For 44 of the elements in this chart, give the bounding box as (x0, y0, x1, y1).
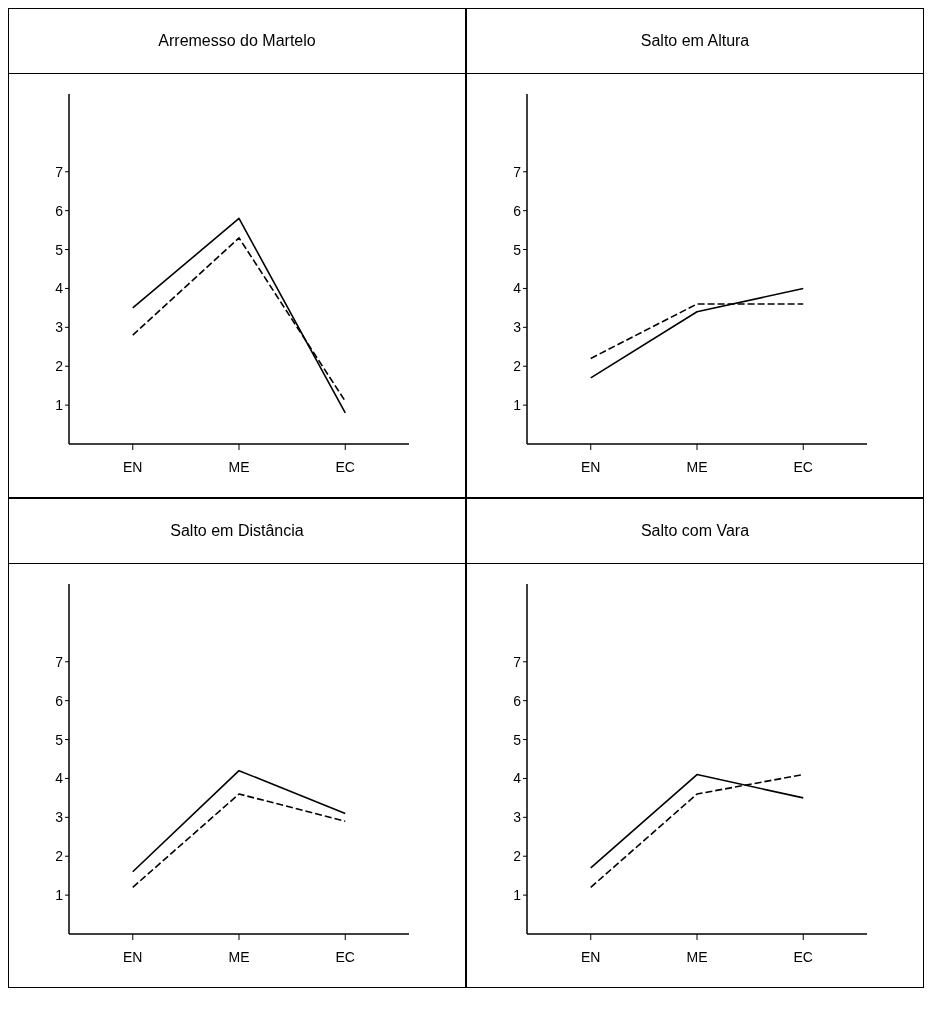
chart-title: Salto com Vara (467, 499, 923, 564)
y-tick-label: 6 (513, 202, 522, 219)
x-tick-label: ME (228, 948, 250, 965)
x-tick-label: ME (686, 458, 708, 475)
y-tick-label: 6 (513, 692, 522, 709)
y-tick-label: 3 (55, 809, 64, 826)
x-tick-label: EN (123, 458, 143, 475)
y-tick-label: 5 (513, 731, 522, 748)
y-tick-label: 7 (513, 163, 522, 180)
y-tick-label: 7 (55, 163, 64, 180)
y-tick-label: 1 (55, 887, 64, 904)
y-tick-label: 2 (513, 848, 522, 865)
chart-title: Salto em Altura (467, 9, 923, 74)
x-tick-label: EN (123, 948, 143, 965)
y-tick-label: 2 (55, 358, 64, 375)
y-tick-label: 5 (55, 241, 64, 258)
y-tick-label: 4 (513, 280, 522, 297)
y-tick-label: 4 (513, 770, 522, 787)
x-tick-label: EN (581, 948, 601, 965)
y-tick-label: 3 (55, 319, 64, 336)
y-tick-label: 7 (55, 653, 64, 670)
x-tick-label: EC (793, 458, 813, 475)
y-tick-label: 6 (55, 692, 64, 709)
y-tick-label: 7 (513, 653, 522, 670)
chart-title: Arremesso do Martelo (9, 9, 465, 74)
y-tick-label: 2 (55, 848, 64, 865)
y-tick-label: 5 (513, 241, 522, 258)
x-tick-label: EC (793, 948, 813, 965)
x-tick-label: EN (581, 458, 601, 475)
x-tick-label: ME (686, 948, 708, 965)
y-tick-label: 2 (513, 358, 522, 375)
x-tick-label: ME (228, 458, 250, 475)
chart-title: Salto em Distância (9, 499, 465, 564)
y-tick-label: 6 (55, 202, 64, 219)
x-tick-label: EC (335, 948, 355, 965)
y-tick-label: 4 (55, 280, 64, 297)
y-tick-label: 3 (513, 319, 522, 336)
y-tick-label: 1 (513, 397, 522, 414)
y-tick-label: 5 (55, 731, 64, 748)
y-tick-label: 4 (55, 770, 64, 787)
y-tick-label: 3 (513, 809, 522, 826)
y-tick-label: 1 (55, 397, 64, 414)
y-tick-label: 1 (513, 887, 522, 904)
x-tick-label: EC (335, 458, 355, 475)
